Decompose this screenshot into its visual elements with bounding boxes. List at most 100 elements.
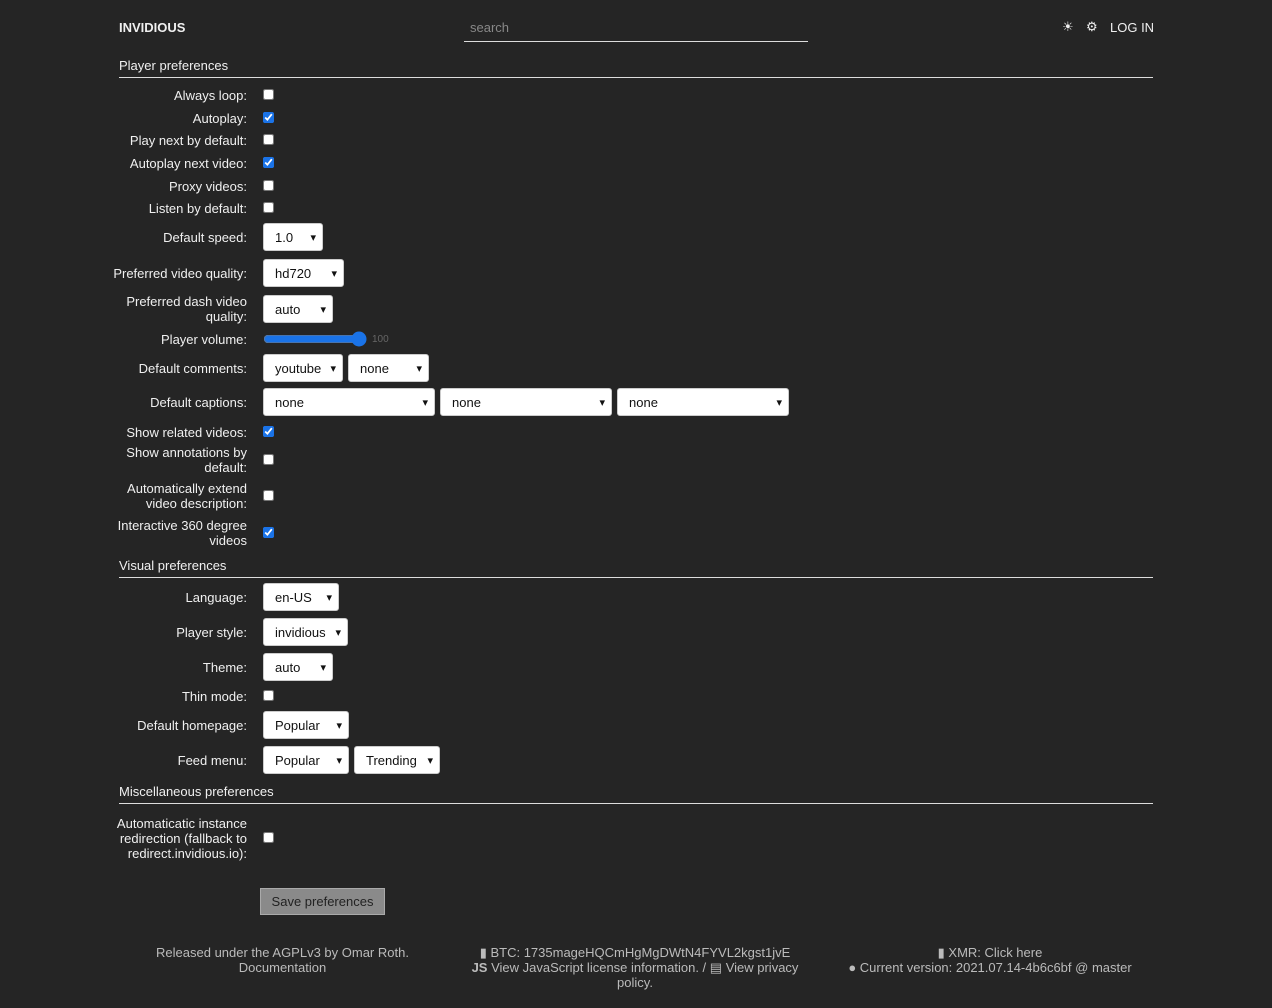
chevron-down-icon: ▾	[320, 303, 326, 316]
save-preferences-button[interactable]: Save preferences	[260, 888, 385, 915]
select-value: Popular	[275, 717, 320, 733]
pref-control: en-US ▾	[263, 583, 339, 611]
wallet-icon: ▮	[479, 945, 491, 960]
pref-label: Default comments:	[138, 360, 247, 376]
pref-label: Default homepage:	[137, 717, 247, 733]
select-value: Popular	[275, 752, 320, 768]
section-header: Visual preferences	[119, 558, 1153, 578]
pref-control	[263, 180, 274, 191]
pref-control: 100	[263, 331, 389, 347]
js-license-link[interactable]: View JavaScript license information.	[491, 960, 699, 975]
pref-label: Theme:	[202, 659, 247, 675]
btc-address[interactable]: BTC: 1735mageHQCmHgMgDWtN4FYVL2kgst1jvE	[490, 945, 791, 960]
select-value: none	[360, 360, 389, 376]
pref-control: hd720 ▾	[263, 259, 344, 287]
pref-select[interactable]: auto ▾	[263, 295, 333, 323]
login-link[interactable]: LOG IN	[1110, 20, 1155, 35]
chevron-down-icon: ▾	[331, 267, 337, 280]
pref-select[interactable]: en-US ▾	[263, 583, 339, 611]
pref-control	[263, 490, 274, 501]
pref-select[interactable]: invidious ▾	[263, 618, 348, 646]
pref-checkbox[interactable]	[263, 690, 274, 701]
pref-checkbox[interactable]	[263, 112, 274, 123]
pref-checkbox[interactable]	[263, 180, 274, 191]
pref-label: Thin mode:	[181, 688, 247, 704]
select-value: none	[452, 394, 481, 410]
privacy-link[interactable]: View privacy policy.	[617, 960, 799, 990]
pref-control: invidious ▾	[263, 618, 348, 646]
pref-label: Default speed:	[163, 229, 247, 245]
pref-control: none ▾ none ▾ none ▾	[263, 388, 789, 416]
pref-control: auto ▾	[263, 653, 333, 681]
pref-checkbox[interactable]	[263, 490, 274, 501]
chevron-down-icon: ▾	[599, 396, 605, 409]
pref-checkbox[interactable]	[263, 134, 274, 145]
pref-select[interactable]: none ▾	[348, 354, 429, 382]
pref-select[interactable]: youtube ▾	[263, 354, 343, 382]
pref-control	[263, 527, 274, 538]
pref-label: Feed menu:	[177, 752, 247, 768]
section-header: Player preferences	[119, 58, 1153, 78]
xmr-link[interactable]: XMR: Click here	[948, 945, 1043, 960]
pref-label: Default captions:	[150, 394, 247, 410]
pref-label: Automaticatic instance redirection (fall…	[116, 815, 247, 861]
pref-checkbox[interactable]	[263, 157, 274, 168]
documentation-link[interactable]: Documentation	[238, 960, 327, 975]
pref-control	[263, 690, 274, 701]
pref-control: Popular ▾ Trending ▾	[263, 746, 440, 774]
pref-checkbox[interactable]	[263, 832, 274, 843]
brand-logo[interactable]: INVIDIOUS	[119, 20, 186, 35]
pref-control	[263, 157, 274, 168]
pref-checkbox[interactable]	[263, 202, 274, 213]
chevron-down-icon: ▾	[330, 362, 336, 375]
pref-select[interactable]: hd720 ▾	[263, 259, 344, 287]
volume-slider[interactable]	[263, 331, 367, 347]
search-input[interactable]	[464, 14, 808, 42]
section-header: Miscellaneous preferences	[119, 784, 1153, 804]
sun-icon[interactable]: ☀	[1062, 19, 1074, 34]
select-value: 1.0	[275, 229, 294, 245]
pref-select[interactable]: none ▾	[263, 388, 435, 416]
pref-label: Show related videos:	[126, 424, 247, 440]
pref-label: Preferred dash video quality:	[126, 294, 247, 324]
pref-select[interactable]: none ▾	[440, 388, 612, 416]
select-value: invidious	[275, 624, 326, 640]
pref-label: Player style:	[176, 624, 247, 640]
select-value: auto	[275, 659, 301, 675]
pref-label: Proxy videos:	[168, 178, 247, 194]
javascript-icon: JS	[471, 960, 492, 975]
pref-checkbox[interactable]	[263, 527, 274, 538]
pref-control	[263, 89, 274, 100]
pref-control	[263, 112, 274, 123]
chevron-down-icon: ▾	[776, 396, 782, 409]
pref-control	[263, 134, 274, 145]
pref-control	[263, 832, 274, 843]
pref-label: Interactive 360 degree videos	[117, 518, 247, 548]
pref-control	[263, 454, 274, 465]
pref-label: Play next by default:	[129, 132, 247, 148]
pref-checkbox[interactable]	[263, 89, 274, 100]
pref-label: Player volume:	[161, 331, 247, 347]
pref-checkbox[interactable]	[263, 426, 274, 437]
pref-select[interactable]: 1.0 ▾	[263, 223, 323, 251]
pref-select[interactable]: none ▾	[617, 388, 789, 416]
pref-label: Autoplay:	[192, 110, 247, 126]
chevron-down-icon: ▾	[427, 754, 433, 767]
wallet-icon: ▮	[937, 945, 949, 960]
select-value: hd720	[275, 265, 312, 281]
version-text[interactable]: Current version: 2021.07.14-4b6c6bf @ ma…	[859, 960, 1132, 975]
chevron-down-icon: ▾	[335, 626, 341, 639]
pref-select[interactable]: Trending ▾	[354, 746, 440, 774]
select-value: none	[275, 394, 304, 410]
pref-control: youtube ▾ none ▾	[263, 354, 429, 382]
pref-checkbox[interactable]	[263, 454, 274, 465]
gear-icon[interactable]: ⚙	[1086, 19, 1098, 34]
pref-label: Language:	[185, 589, 247, 605]
license-text: Released under the AGPLv3 by Omar Roth.	[156, 945, 409, 960]
volume-value: 100	[372, 333, 389, 345]
select-value: auto	[275, 301, 301, 317]
pref-select[interactable]: Popular ▾	[263, 711, 349, 739]
pref-select[interactable]: Popular ▾	[263, 746, 349, 774]
chevron-down-icon: ▾	[336, 754, 342, 767]
pref-select[interactable]: auto ▾	[263, 653, 333, 681]
